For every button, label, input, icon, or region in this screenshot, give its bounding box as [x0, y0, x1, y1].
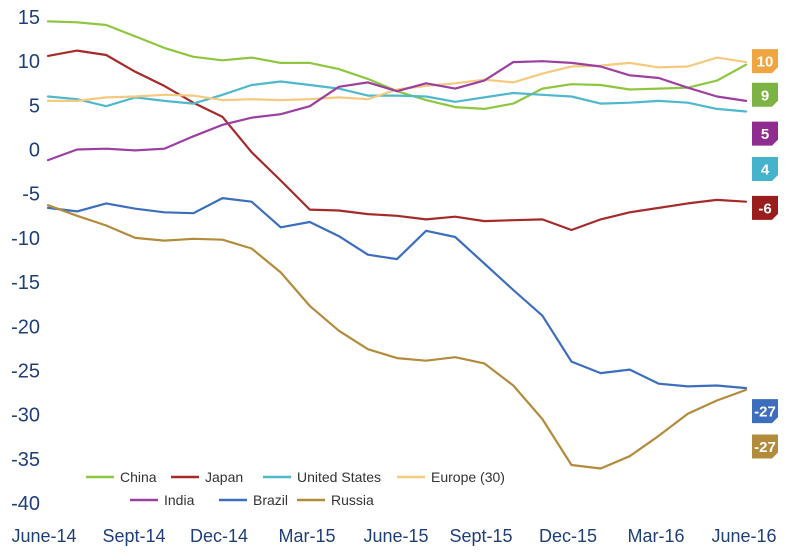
end-label-shape — [752, 195, 778, 220]
series-line-russia — [46, 204, 748, 470]
end-label-text: 9 — [761, 87, 769, 104]
y-tick-label: 15 — [18, 7, 40, 29]
legend-label: Europe (30) — [431, 469, 505, 485]
y-tick-label: 10 — [18, 51, 40, 73]
legend-item-india: India — [130, 492, 195, 508]
y-tick-label: -40 — [11, 493, 40, 515]
x-tick-label: Mar-15 — [278, 526, 335, 546]
y-tick-label: -10 — [11, 228, 40, 250]
end-label-badge: 5 — [752, 121, 778, 146]
series-line-united-states — [46, 80, 748, 113]
end-label-shape — [752, 82, 778, 107]
end-label-text: 10 — [757, 54, 774, 71]
end-labels: 10 9 5 4 -6 -27 -27 — [752, 49, 778, 459]
x-tick-label: Mar-16 — [627, 526, 684, 546]
x-axis: June-14 Sept-14 Dec-14 Mar-15 June-15 Sept-15… — [11, 526, 776, 546]
end-label-badge: -6 — [752, 195, 778, 220]
end-label-shape — [752, 49, 778, 74]
y-tick-label: -20 — [11, 316, 40, 338]
legend-item-europe-30: Europe (30) — [397, 469, 505, 485]
end-label-badge: 10 — [752, 49, 778, 74]
end-label-shape — [752, 434, 778, 459]
legend-item-russia: Russia — [297, 492, 374, 508]
legend-label: China — [120, 469, 157, 485]
y-tick-label: 0 — [29, 140, 40, 162]
y-tick-label: 5 — [29, 95, 40, 117]
end-label-badge: -27 — [752, 399, 778, 424]
legend-item-china: China — [86, 469, 157, 485]
legend-item-united-states: United States — [263, 469, 381, 485]
end-label-text: -6 — [758, 200, 771, 217]
legend-label: Brazil — [253, 492, 288, 508]
x-tick-label: June-14 — [11, 526, 76, 546]
legend-label: Russia — [331, 492, 374, 508]
legend: China Japan United States Europe (30) India B… — [86, 469, 505, 508]
end-label-shape — [752, 156, 778, 181]
end-label-text: -27 — [754, 439, 776, 456]
legend-label: India — [164, 492, 195, 508]
x-tick-label: June-15 — [363, 526, 428, 546]
legend-item-japan: Japan — [171, 469, 243, 485]
y-tick-label: -25 — [11, 360, 40, 382]
x-tick-label: Sept-15 — [449, 526, 512, 546]
series-line-brazil — [46, 197, 748, 390]
legend-label: United States — [297, 469, 381, 485]
series-line-india — [46, 60, 748, 162]
x-tick-label: Dec-15 — [539, 526, 597, 546]
y-tick-label: -35 — [11, 449, 40, 471]
end-label-text: 4 — [761, 161, 770, 178]
series-line-europe-30 — [46, 56, 748, 103]
x-tick-label: Dec-14 — [190, 526, 248, 546]
x-tick-label: June-16 — [711, 526, 776, 546]
end-label-badge: 9 — [752, 82, 778, 107]
end-label-badge: -27 — [752, 434, 778, 459]
y-tick-label: -5 — [22, 184, 40, 206]
series-line-japan — [46, 49, 748, 232]
x-tick-label: Sept-14 — [102, 526, 165, 546]
y-axis: 15 10 5 0 -5 -10 -15 -20 -25 -30 -35 -40 — [11, 7, 40, 515]
end-label-shape — [752, 121, 778, 146]
end-label-text: -27 — [754, 404, 776, 421]
end-label-shape — [752, 399, 778, 424]
series-lines — [46, 20, 748, 470]
legend-item-brazil: Brazil — [219, 492, 288, 508]
y-tick-label: -30 — [11, 405, 40, 427]
end-label-text: 5 — [761, 126, 769, 143]
y-tick-label: -15 — [11, 272, 40, 294]
legend-label: Japan — [205, 469, 243, 485]
end-label-badge: 4 — [752, 156, 778, 181]
